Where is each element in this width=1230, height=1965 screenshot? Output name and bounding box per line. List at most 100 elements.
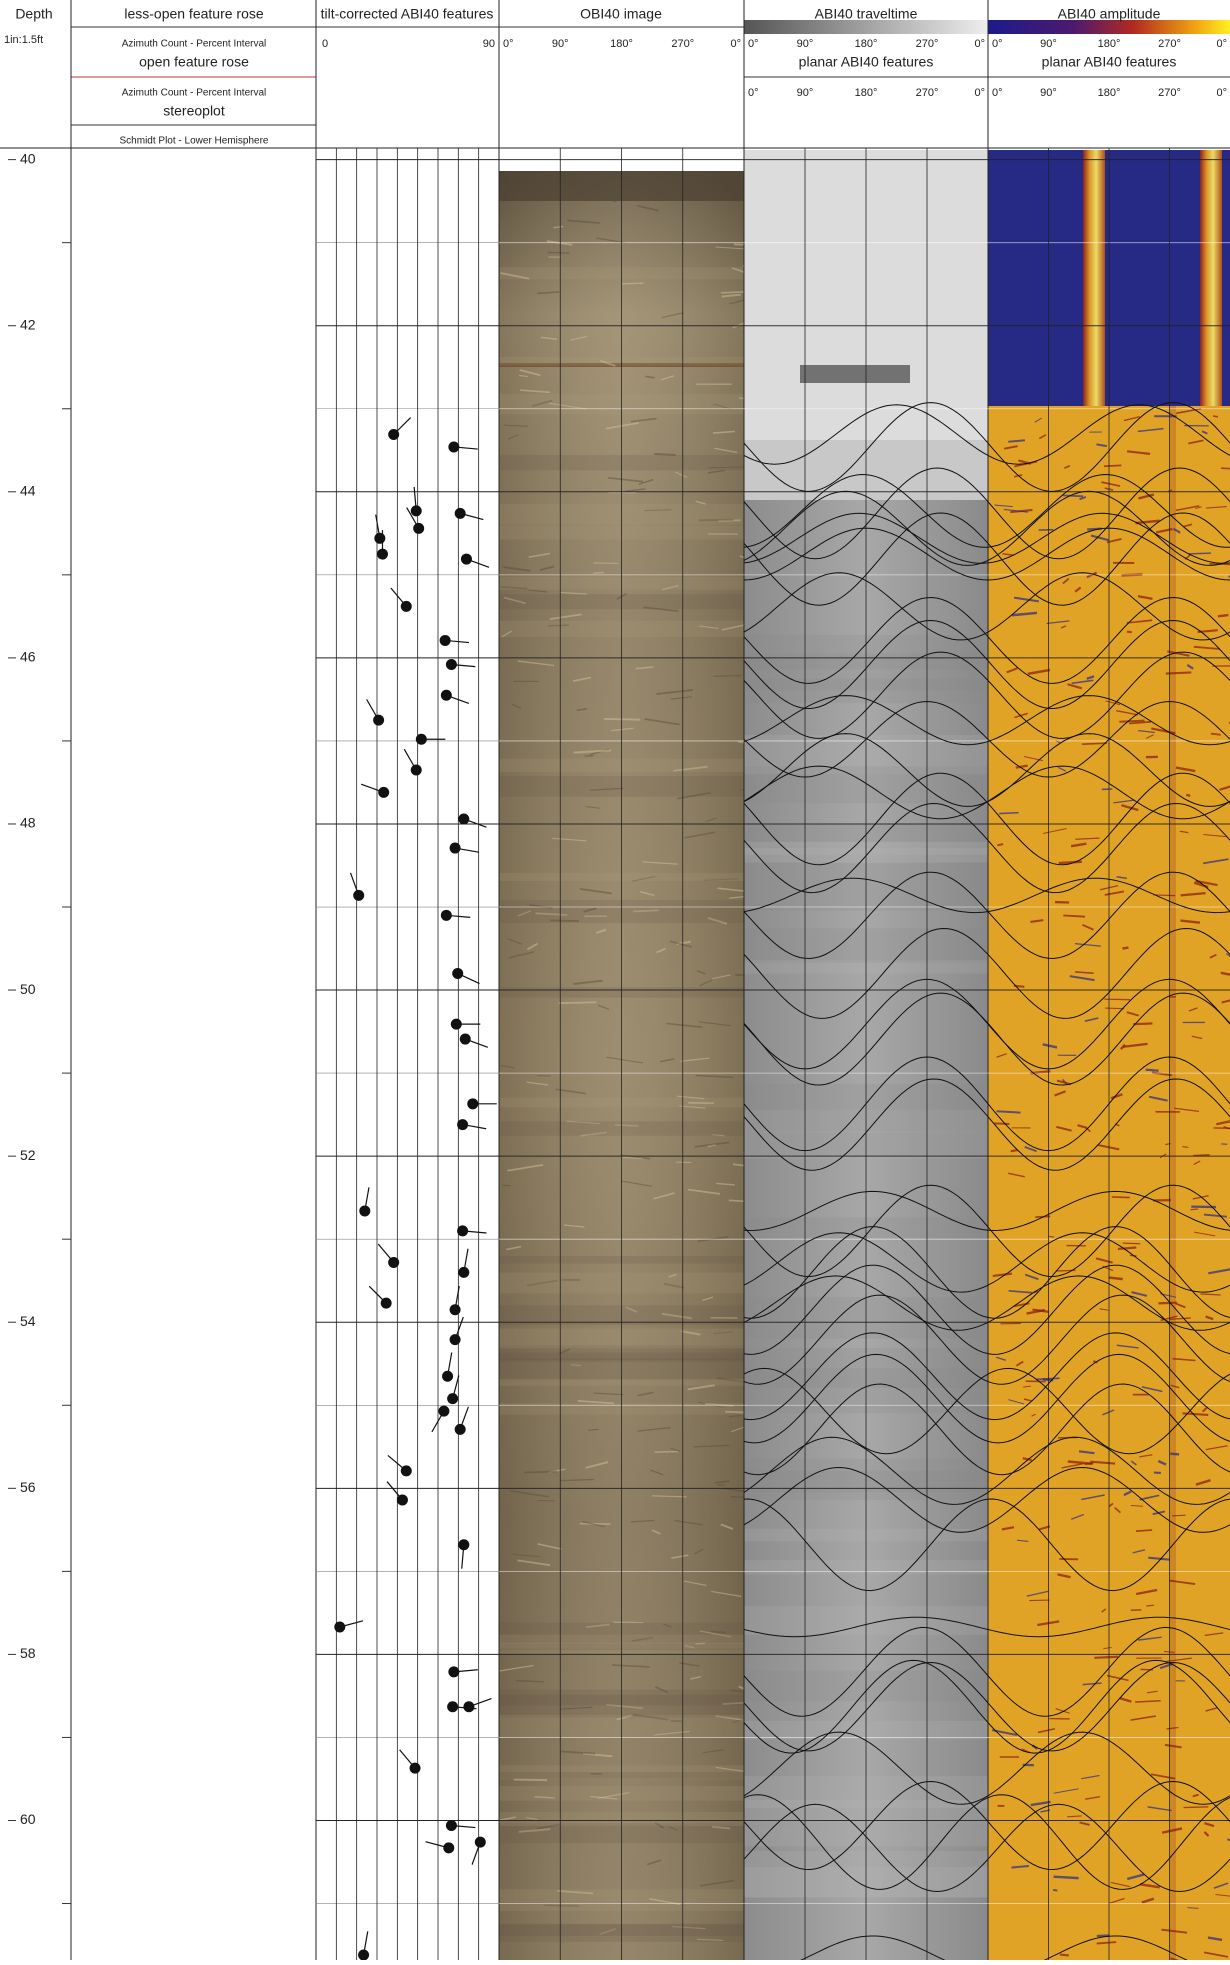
tadpole bbox=[455, 508, 466, 519]
texture bbox=[1146, 1070, 1159, 1071]
azimuth-tick-label: 90° bbox=[1040, 38, 1057, 50]
azimuth-tick-label: 180° bbox=[855, 38, 878, 50]
tadpole bbox=[438, 1406, 449, 1417]
azimuth-tick-label: 0° bbox=[1216, 38, 1227, 50]
tadpole bbox=[458, 1267, 469, 1278]
tadpole bbox=[447, 1393, 458, 1404]
texture bbox=[1063, 495, 1084, 496]
azimuth-tick-label: 270° bbox=[671, 38, 694, 50]
tadpole bbox=[461, 554, 472, 565]
tadpole bbox=[377, 549, 388, 560]
texture bbox=[1221, 468, 1230, 469]
texture bbox=[1187, 1908, 1198, 1909]
depth-label: 48 bbox=[20, 815, 36, 831]
depth-label: 52 bbox=[20, 1147, 36, 1163]
depth-label: 54 bbox=[20, 1313, 36, 1329]
texture bbox=[1082, 743, 1107, 744]
colorbar bbox=[744, 20, 988, 34]
texture bbox=[1105, 1008, 1124, 1009]
azimuth-tick-label: 270° bbox=[916, 87, 939, 99]
azimuth-tick-label: 0° bbox=[992, 38, 1003, 50]
texture bbox=[1123, 1243, 1140, 1244]
tadpole bbox=[458, 813, 469, 824]
texture bbox=[1094, 1657, 1118, 1658]
texture bbox=[1119, 721, 1144, 722]
texture bbox=[1170, 1454, 1179, 1455]
tadpole bbox=[388, 1257, 399, 1268]
texture bbox=[1011, 1150, 1018, 1151]
texture bbox=[1127, 632, 1132, 633]
texture bbox=[1054, 1877, 1079, 1878]
traveltime-title: ABI40 traveltime bbox=[815, 6, 918, 22]
tadpole bbox=[448, 441, 459, 452]
tadpole bbox=[374, 533, 385, 544]
tadpole bbox=[457, 1225, 468, 1236]
tadpole bbox=[446, 659, 457, 670]
tadpole bbox=[388, 429, 399, 440]
tadpole bbox=[463, 1701, 474, 1712]
tadpole bbox=[401, 601, 412, 612]
texture bbox=[1184, 1807, 1209, 1808]
texture bbox=[1213, 416, 1218, 417]
tadpole bbox=[411, 764, 422, 775]
tadpole bbox=[416, 734, 427, 745]
depth-label: 44 bbox=[20, 483, 36, 499]
texture bbox=[1172, 1515, 1185, 1516]
texture bbox=[997, 844, 1003, 845]
texture bbox=[1049, 1236, 1054, 1237]
tadpole bbox=[442, 1371, 453, 1382]
tadpole bbox=[443, 1842, 454, 1853]
texture bbox=[654, 454, 676, 455]
texture bbox=[559, 1002, 597, 1003]
texture bbox=[1053, 1890, 1057, 1891]
depth-label: 60 bbox=[20, 1811, 36, 1827]
texture bbox=[604, 719, 640, 720]
rose-title: less-open feature rose bbox=[124, 6, 264, 22]
azimuth-tick-label: 0° bbox=[1216, 87, 1227, 99]
depth-label: 42 bbox=[20, 316, 36, 332]
tadpole bbox=[450, 843, 461, 854]
depth-title: Depth bbox=[15, 6, 52, 22]
texture bbox=[1029, 1600, 1049, 1601]
tadpole-title: tilt-corrected ABI40 features bbox=[321, 6, 494, 22]
texture bbox=[1190, 1209, 1197, 1210]
tadpole bbox=[467, 1098, 478, 1109]
texture bbox=[994, 1123, 1009, 1124]
depth-label: 50 bbox=[20, 981, 36, 997]
tadpole bbox=[450, 1334, 461, 1345]
texture bbox=[1146, 1605, 1154, 1606]
texture bbox=[514, 1780, 547, 1781]
texture bbox=[1186, 795, 1190, 796]
rose-subtitle: Azimuth Count - Percent Interval bbox=[122, 88, 267, 99]
tadpole bbox=[440, 635, 451, 646]
amplitude-title: ABI40 amplitude bbox=[1058, 6, 1161, 22]
azimuth-tick-label: 270° bbox=[1158, 87, 1181, 99]
obi-title: OBI40 image bbox=[580, 6, 662, 22]
tadpole bbox=[401, 1465, 412, 1476]
tadpole bbox=[373, 715, 384, 726]
depth-scale: 1in:1.5ft bbox=[4, 34, 43, 46]
texture bbox=[1112, 1197, 1130, 1198]
azimuth-tick-label: 0° bbox=[748, 38, 759, 50]
texture bbox=[1036, 1378, 1060, 1379]
tadpole bbox=[397, 1494, 408, 1505]
texture bbox=[655, 1451, 679, 1452]
tadpole bbox=[413, 523, 424, 534]
tadpole bbox=[450, 1304, 461, 1315]
tadpole bbox=[448, 1666, 459, 1677]
feature-title: planar ABI40 features bbox=[1042, 54, 1177, 70]
azimuth-tick-label: 180° bbox=[855, 87, 878, 99]
dip-tick-label: 0 bbox=[322, 38, 328, 50]
tadpole bbox=[441, 910, 452, 921]
azimuth-tick-label: 0° bbox=[974, 87, 985, 99]
colorbar bbox=[988, 20, 1230, 34]
texture bbox=[524, 1472, 557, 1473]
header: Depth 1in:1.5ft less-open feature rose A… bbox=[0, 6, 1230, 148]
azimuth-tick-label: 0° bbox=[974, 38, 985, 50]
tadpole bbox=[410, 1763, 421, 1774]
tadpole bbox=[447, 1701, 458, 1712]
texture bbox=[1193, 1155, 1209, 1156]
texture bbox=[1211, 734, 1221, 735]
azimuth-tick-label: 270° bbox=[1158, 38, 1181, 50]
